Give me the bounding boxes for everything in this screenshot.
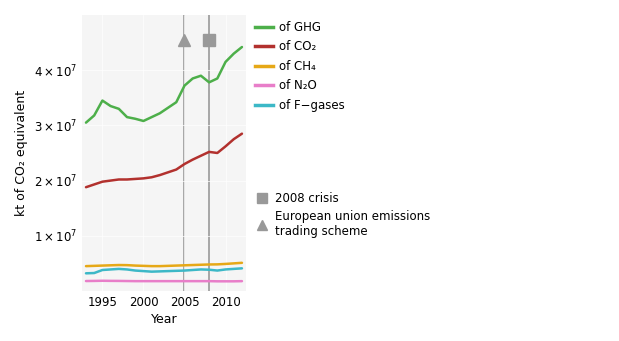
Legend: 2008 crisis, European union emissions
trading scheme: 2008 crisis, European union emissions tr… bbox=[255, 192, 431, 238]
X-axis label: Year: Year bbox=[150, 313, 177, 326]
Y-axis label: kt of CO₂ equivalent: kt of CO₂ equivalent bbox=[15, 90, 28, 216]
